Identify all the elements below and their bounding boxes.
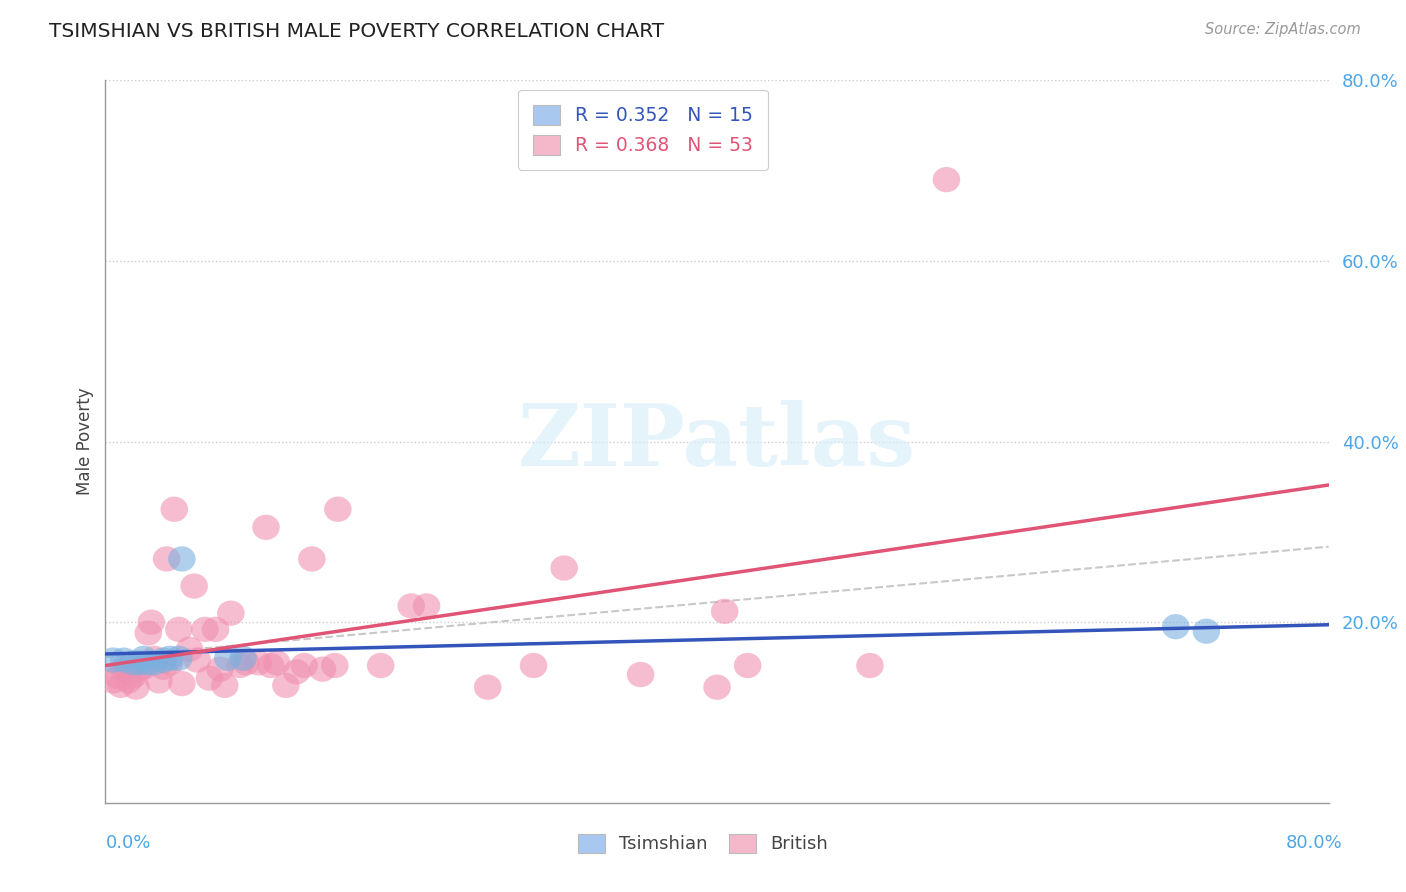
Ellipse shape <box>711 599 738 624</box>
Ellipse shape <box>298 546 326 572</box>
Ellipse shape <box>120 664 146 689</box>
Ellipse shape <box>202 616 229 642</box>
Ellipse shape <box>145 668 173 693</box>
Ellipse shape <box>932 167 960 193</box>
Ellipse shape <box>291 653 318 678</box>
Ellipse shape <box>703 674 731 700</box>
Ellipse shape <box>309 657 336 681</box>
Ellipse shape <box>110 648 138 673</box>
Ellipse shape <box>160 497 188 522</box>
Ellipse shape <box>135 620 162 646</box>
Ellipse shape <box>191 616 218 642</box>
Ellipse shape <box>122 674 150 700</box>
Text: 80.0%: 80.0% <box>1286 834 1343 852</box>
Text: ZIPatlas: ZIPatlas <box>517 400 917 483</box>
Ellipse shape <box>120 650 146 675</box>
Ellipse shape <box>229 646 257 671</box>
Ellipse shape <box>257 653 284 678</box>
Ellipse shape <box>627 662 654 687</box>
Ellipse shape <box>214 646 242 671</box>
Ellipse shape <box>150 648 177 673</box>
Text: Source: ZipAtlas.com: Source: ZipAtlas.com <box>1205 22 1361 37</box>
Ellipse shape <box>125 657 153 681</box>
Ellipse shape <box>165 616 193 642</box>
Ellipse shape <box>141 650 169 675</box>
Ellipse shape <box>100 648 127 673</box>
Ellipse shape <box>283 659 311 684</box>
Ellipse shape <box>156 646 183 671</box>
Ellipse shape <box>398 593 425 618</box>
Ellipse shape <box>135 650 162 675</box>
Ellipse shape <box>1192 618 1220 644</box>
Ellipse shape <box>138 609 165 635</box>
Ellipse shape <box>217 600 245 626</box>
Ellipse shape <box>273 673 299 698</box>
Ellipse shape <box>252 515 280 540</box>
Ellipse shape <box>156 650 183 675</box>
Ellipse shape <box>550 556 578 581</box>
Ellipse shape <box>321 653 349 678</box>
Ellipse shape <box>245 650 273 675</box>
Ellipse shape <box>153 546 180 572</box>
Ellipse shape <box>141 646 169 671</box>
Text: 0.0%: 0.0% <box>105 834 150 852</box>
Ellipse shape <box>100 668 127 693</box>
Ellipse shape <box>180 574 208 599</box>
Ellipse shape <box>165 646 193 671</box>
Ellipse shape <box>110 657 138 681</box>
Ellipse shape <box>413 593 440 618</box>
Ellipse shape <box>195 665 224 690</box>
Ellipse shape <box>325 497 352 522</box>
Ellipse shape <box>207 657 233 681</box>
Ellipse shape <box>129 655 157 680</box>
Ellipse shape <box>211 673 239 698</box>
Ellipse shape <box>520 653 547 678</box>
Ellipse shape <box>226 653 253 678</box>
Ellipse shape <box>367 653 395 678</box>
Text: TSIMSHIAN VS BRITISH MALE POVERTY CORRELATION CHART: TSIMSHIAN VS BRITISH MALE POVERTY CORREL… <box>49 22 665 41</box>
Ellipse shape <box>125 650 153 675</box>
Ellipse shape <box>734 653 762 678</box>
Ellipse shape <box>104 664 131 689</box>
Ellipse shape <box>183 648 211 673</box>
Ellipse shape <box>263 650 291 675</box>
Ellipse shape <box>1161 614 1189 640</box>
Legend: Tsimshian, British: Tsimshian, British <box>571 827 835 861</box>
Legend: R = 0.352   N = 15, R = 0.368   N = 53: R = 0.352 N = 15, R = 0.368 N = 53 <box>519 90 768 170</box>
Ellipse shape <box>176 637 204 662</box>
Ellipse shape <box>856 653 884 678</box>
Ellipse shape <box>150 655 177 680</box>
Ellipse shape <box>115 668 142 693</box>
Ellipse shape <box>232 650 260 675</box>
Ellipse shape <box>169 546 195 572</box>
Y-axis label: Male Poverty: Male Poverty <box>76 388 94 495</box>
Ellipse shape <box>169 671 195 697</box>
Ellipse shape <box>107 673 135 698</box>
Ellipse shape <box>129 646 157 671</box>
Ellipse shape <box>474 674 502 700</box>
